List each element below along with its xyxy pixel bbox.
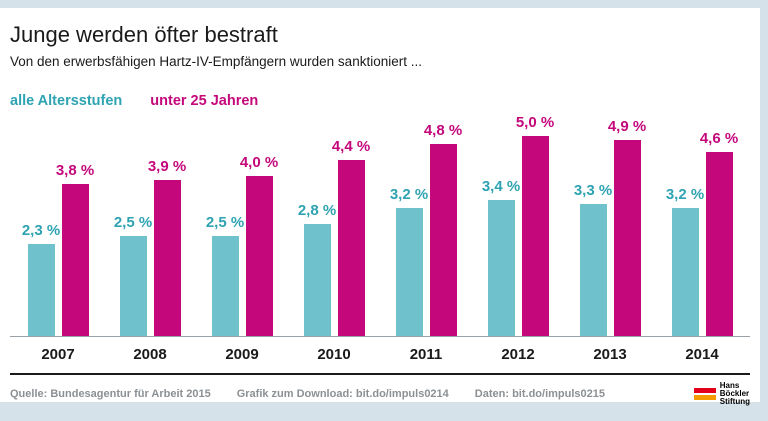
logo-line-boeckler: Böckler	[719, 389, 750, 398]
bar-value-label: 4,8 %	[423, 122, 463, 139]
page-subtitle: Von den erwerbsfähigen Hartz-IV-Empfänge…	[10, 54, 422, 69]
year-label-2013: 2013	[593, 346, 627, 363]
source-text: Quelle: Bundesagentur für Arbeit 2015	[10, 388, 211, 400]
content-panel: Junge werden öfter bestraft Von den erwe…	[0, 8, 760, 406]
year-label-2011: 2011	[409, 346, 443, 363]
bar-value-label: 3,2 %	[389, 186, 429, 203]
bar-value-label: 4,4 %	[331, 138, 371, 155]
year-label-2012: 2012	[501, 346, 535, 363]
bar-value-label: 4,0 %	[239, 154, 279, 171]
bar-2008-u25: 3,9 %	[148, 158, 186, 336]
download-text: Grafik zum Download: bit.do/impuls0214	[236, 388, 449, 400]
logo-red-bar	[693, 388, 716, 393]
bar-plot: 2,3 % 3,8 % 2,5 % 3,9 % 2,5 % 4,0 % 2,8 % 4,4 %…	[10, 110, 750, 337]
logo-bars-icon	[693, 388, 716, 400]
bar-group-2009: 2,5 % 4,0 %	[196, 154, 288, 336]
bar-value-label: 2,5 %	[113, 214, 153, 231]
page-title: Junge werden öfter bestraft	[10, 22, 278, 47]
bar-2009-alle: 2,5 %	[206, 214, 244, 336]
bar-value-label: 2,3 %	[21, 222, 61, 239]
legend-item-alle-altersstufen: alle Altersstufen	[10, 93, 123, 109]
bar-value-label: 3,4 %	[481, 178, 521, 195]
bar-value-label: 3,3 %	[573, 182, 613, 199]
bar-group-2014: 3,2 % 4,6 %	[656, 130, 748, 336]
bar-2011-alle: 3,2 %	[390, 186, 428, 336]
year-label-2014: 2014	[685, 346, 719, 363]
bar-2010-u25: 4,4 %	[332, 138, 370, 336]
logo-line-stiftung: Stiftung	[719, 397, 750, 406]
bar-2010-alle: 2,8 %	[298, 202, 336, 336]
bar-2012-u25: 5,0 %	[516, 114, 554, 336]
data-link-text: Daten: bit.do/impuls0215	[474, 388, 605, 400]
footer: Quelle: Bundesagentur für Arbeit 2015 Gr…	[10, 382, 750, 406]
year-label-2008: 2008	[133, 346, 167, 363]
logo-orange-bar	[693, 395, 716, 400]
bar-value-label: 3,8 %	[55, 162, 95, 179]
bar-group-2010: 2,8 % 4,4 %	[288, 138, 380, 336]
bar-group-2008: 2,5 % 3,9 %	[104, 158, 196, 336]
bar-2007-u25: 3,8 %	[56, 162, 94, 336]
bar-group-2012: 3,4 % 5,0 %	[472, 114, 564, 336]
bar-value-label: 2,8 %	[297, 202, 337, 219]
legend-item-unter-25-jahren: unter 25 Jahren	[150, 93, 259, 109]
bar-value-label: 4,9 %	[607, 118, 647, 135]
x-axis-labels: 2007 2008 2009 2010 2011 2012 2013 2014	[10, 346, 750, 364]
bar-group-2007: 2,3 % 3,8 %	[12, 162, 104, 336]
bar-2013-alle: 3,3 %	[574, 182, 612, 336]
hans-boeckler-stiftung-logo: Hans Böckler Stiftung	[693, 382, 750, 406]
bar-value-label: 3,9 %	[147, 158, 187, 175]
bar-group-2013: 3,3 % 4,9 %	[564, 118, 656, 336]
bar-2011-u25: 4,8 %	[424, 122, 462, 336]
bar-2013-u25: 4,9 %	[608, 118, 646, 336]
bar-value-label: 2,5 %	[205, 214, 245, 231]
footer-divider	[10, 373, 750, 375]
bar-2014-u25: 4,6 %	[700, 130, 738, 336]
bar-value-label: 5,0 %	[515, 114, 555, 131]
bar-2007-alle: 2,3 %	[22, 222, 60, 336]
year-label-2007: 2007	[41, 346, 75, 363]
bar-2014-alle: 3,2 %	[666, 186, 704, 336]
bar-2008-alle: 2,5 %	[114, 214, 152, 336]
year-label-2010: 2010	[317, 346, 351, 363]
year-label-2009: 2009	[225, 346, 259, 363]
logo-line-hans: Hans	[719, 381, 740, 390]
bar-value-label: 4,6 %	[699, 130, 739, 147]
bar-2009-u25: 4,0 %	[240, 154, 278, 336]
chart-legend: alle Altersstufen unter 25 Jahren	[10, 92, 750, 110]
logo-text: Hans Böckler Stiftung	[720, 382, 750, 406]
bar-value-label: 3,2 %	[665, 186, 705, 203]
bar-2012-alle: 3,4 %	[482, 178, 520, 336]
bar-group-2011: 3,2 % 4,8 %	[380, 122, 472, 336]
